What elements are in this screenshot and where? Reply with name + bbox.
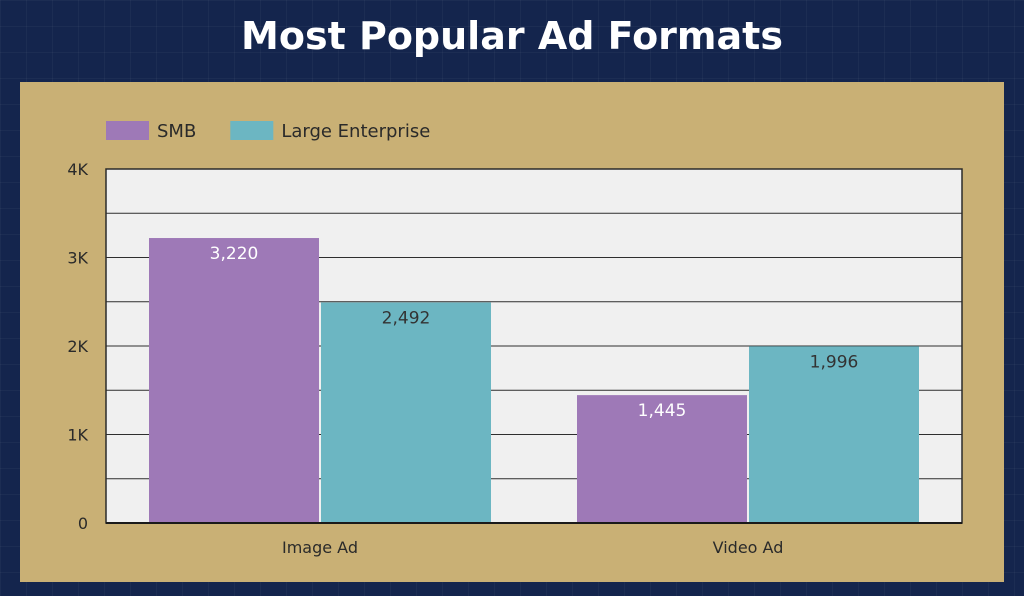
bar-chart: 0 1K 2K 3K 4K 3,220 2,492 Image Ad 1,445 1,996 Vid… xyxy=(67,121,963,557)
x-tick-label: Video Ad xyxy=(713,538,784,557)
data-label: 1,445 xyxy=(638,401,687,421)
y-tick-label: 2K xyxy=(67,337,88,356)
bar xyxy=(149,238,319,523)
y-tick-label: 4K xyxy=(67,160,88,179)
y-tick-label: 0 xyxy=(78,514,88,533)
data-label: 2,492 xyxy=(382,308,431,328)
y-tick-label: 3K xyxy=(67,249,88,268)
legend-swatch xyxy=(106,121,149,140)
data-label: 3,220 xyxy=(210,244,259,264)
legend-label: SMB xyxy=(157,121,196,142)
chart-title: Most Popular Ad Formats xyxy=(241,14,783,58)
legend-swatch xyxy=(230,121,274,140)
bar xyxy=(749,346,919,523)
x-tick-label: Image Ad xyxy=(282,538,358,557)
data-label: 1,996 xyxy=(810,352,859,372)
chart-panel: 0 1K 2K 3K 4K 3,220 2,492 Image Ad 1,445 1,996 Vid… xyxy=(20,82,1004,582)
bar xyxy=(321,302,491,523)
legend-label: Large Enterprise xyxy=(281,121,430,142)
bar xyxy=(577,395,747,523)
y-tick-label: 1K xyxy=(67,426,88,445)
